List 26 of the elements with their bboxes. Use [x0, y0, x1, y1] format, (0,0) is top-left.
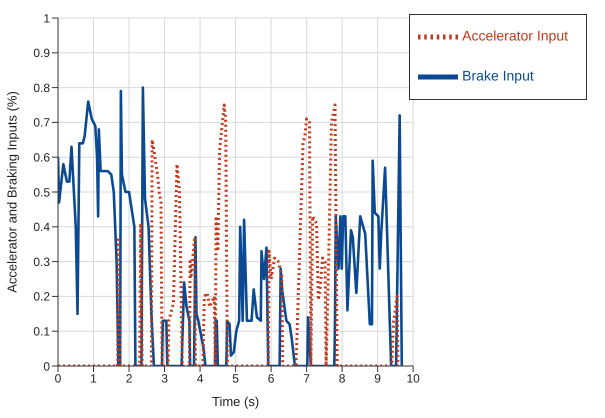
y-tick-label: 0.2: [33, 290, 50, 304]
x-tick-label: 2: [126, 372, 133, 386]
y-tick-label: 0: [43, 359, 50, 374]
x-tick-label: 1: [90, 372, 98, 386]
y-tick-label: 0.7: [33, 116, 50, 130]
y-tick-label: 0.4: [33, 220, 50, 234]
legend-label: Accelerator Input: [462, 28, 568, 44]
x-tick-label: 5: [232, 372, 240, 386]
x-tick-label: 7: [303, 372, 310, 386]
y-tick-label: 0.3: [33, 254, 50, 269]
y-axis-title: Accelerator and Braking Inputs (%): [4, 91, 20, 293]
x-tick-label: 0: [54, 372, 62, 386]
x-tick-label: 3: [161, 372, 168, 386]
x-tick-label: 10: [406, 372, 420, 386]
y-tick-label: 0.8: [33, 80, 50, 95]
x-tick-label: 9: [374, 372, 382, 386]
y-tick-label: 0.5: [33, 185, 50, 200]
x-tick-label: 4: [196, 372, 204, 386]
x-tick-label: 6: [268, 372, 275, 386]
y-tick-label: 0.6: [33, 150, 50, 164]
y-tick-label: 1: [43, 11, 50, 26]
x-axis-title: Time (s): [212, 394, 260, 409]
x-tick-label: 8: [338, 372, 346, 386]
legend-label: Brake Input: [462, 68, 534, 84]
y-tick-label: 0.9: [33, 46, 50, 60]
y-tick-label: 0.1: [33, 324, 50, 338]
